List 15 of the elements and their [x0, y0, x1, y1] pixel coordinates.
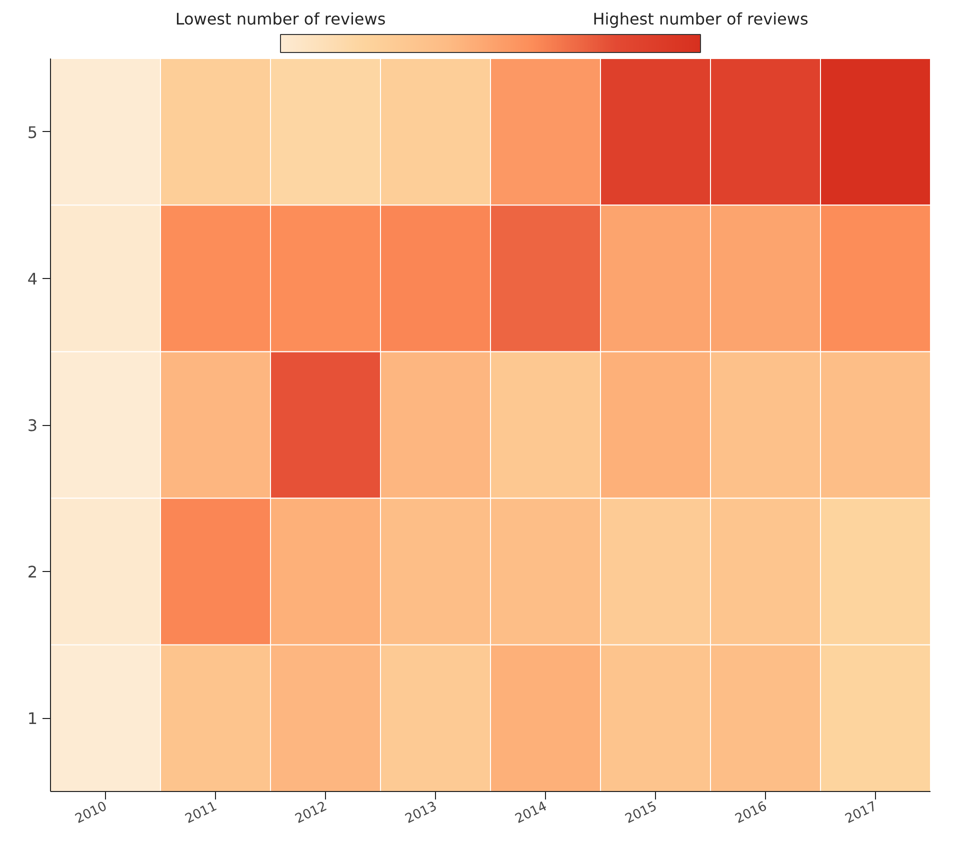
x-tick-label: 2014 [513, 799, 550, 827]
color-bar-label: Highest number of reviews [592, 10, 808, 28]
x-tick-label: 2011 [183, 799, 220, 827]
x-tick-label: 2012 [293, 799, 330, 827]
x-tick-label: 2013 [403, 799, 440, 827]
y-tick-label: 1 [27, 709, 38, 728]
y-tick-label: 3 [27, 416, 38, 435]
y-tick-label: 4 [27, 269, 38, 288]
y-tick-label: 5 [27, 122, 38, 142]
color-bar-label: Lowest number of reviews [175, 10, 386, 28]
x-tick-label: 2010 [73, 799, 110, 827]
x-tick-label: 2016 [733, 799, 770, 827]
x-tick-label: 2017 [843, 799, 880, 827]
y-tick-label: 2 [27, 562, 38, 582]
x-tick-label: 2015 [623, 799, 660, 827]
